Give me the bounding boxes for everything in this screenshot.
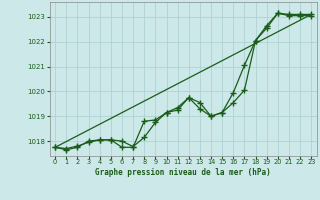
X-axis label: Graphe pression niveau de la mer (hPa): Graphe pression niveau de la mer (hPa) xyxy=(95,168,271,177)
